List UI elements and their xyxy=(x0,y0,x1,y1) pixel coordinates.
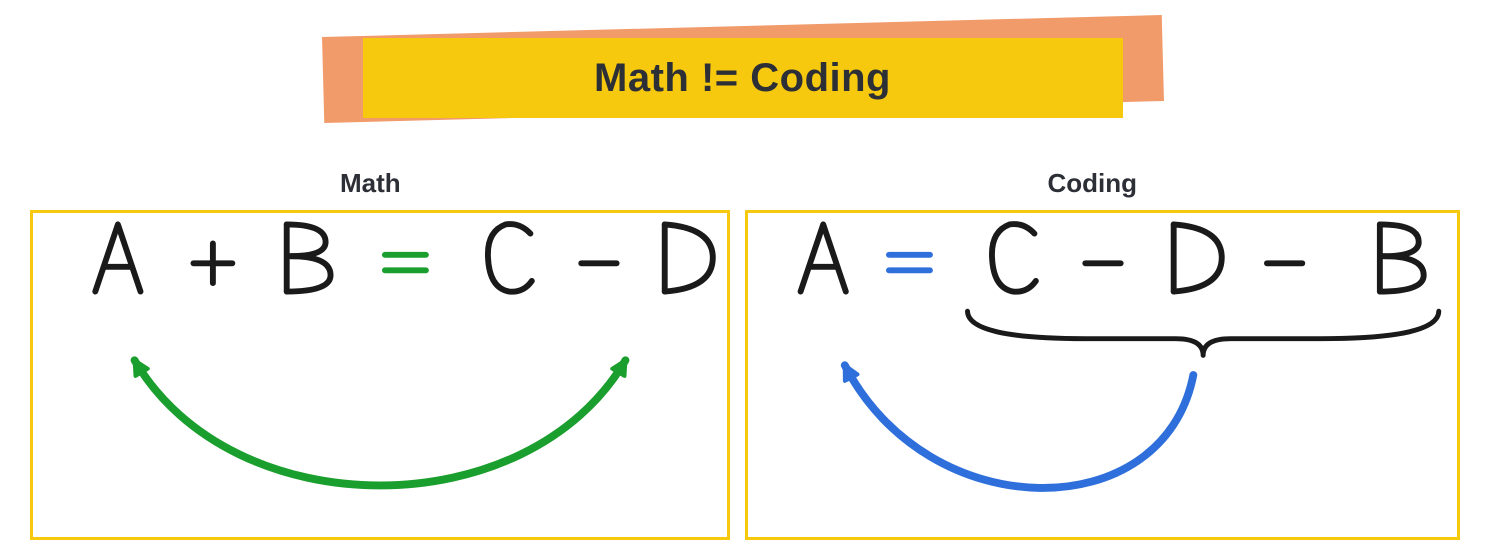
left-panel-label: Math xyxy=(340,168,401,199)
math-panel xyxy=(30,210,730,540)
coding-panel-svg xyxy=(748,213,1457,537)
title-text: Math != Coding xyxy=(594,56,891,101)
coding-panel xyxy=(745,210,1460,540)
title-front-rect: Math != Coding xyxy=(363,38,1123,118)
math-panel-svg xyxy=(33,213,727,537)
title-banner: Math != Coding xyxy=(313,20,1173,130)
diagram-canvas: Math != Coding Math Coding xyxy=(0,0,1485,557)
right-panel-label: Coding xyxy=(1048,168,1138,199)
